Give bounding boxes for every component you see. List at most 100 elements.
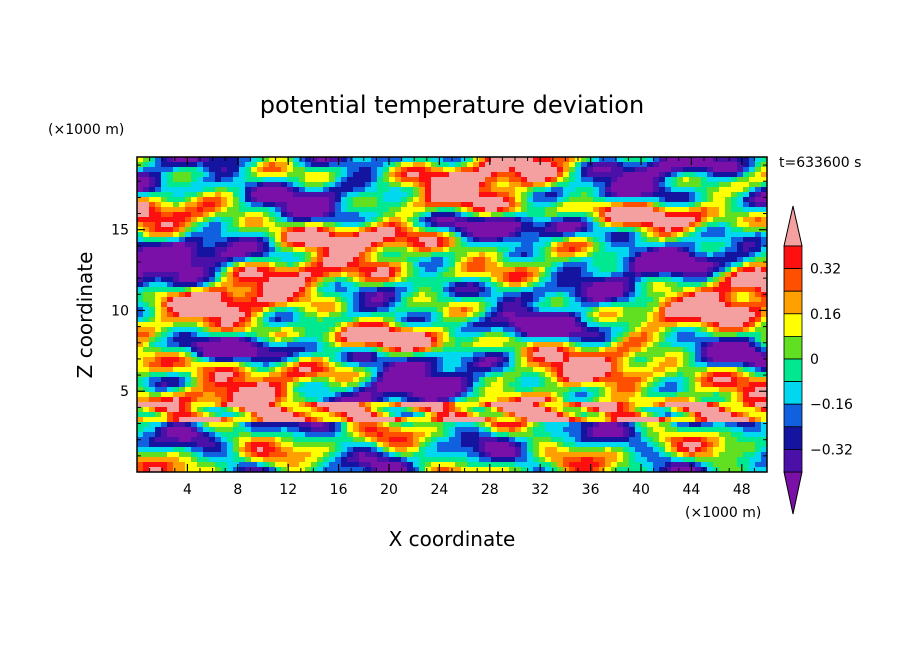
field-cell <box>611 237 618 243</box>
field-cell <box>569 252 576 258</box>
field-cell <box>311 312 318 318</box>
field-cell <box>743 227 750 233</box>
field-cell <box>203 362 210 368</box>
field-cell <box>509 307 516 313</box>
field-cell <box>209 297 216 303</box>
field-cell <box>449 267 456 273</box>
field-cell <box>377 267 384 273</box>
field-cell <box>179 207 186 213</box>
field-cell <box>293 277 300 283</box>
field-cell <box>719 337 726 343</box>
field-cell <box>179 282 186 288</box>
field-cell <box>611 382 618 388</box>
field-cell <box>143 282 150 288</box>
field-cell <box>569 207 576 213</box>
field-cell <box>425 247 432 253</box>
field-cell <box>653 247 660 253</box>
field-cell <box>743 372 750 378</box>
field-cell <box>689 162 696 168</box>
field-cell <box>287 302 294 308</box>
field-cell <box>551 357 558 363</box>
field-cell <box>575 277 582 283</box>
field-cell <box>695 277 702 283</box>
field-cell <box>689 157 696 163</box>
field-cell <box>677 272 684 278</box>
field-cell <box>329 202 336 208</box>
field-cell <box>635 332 642 338</box>
field-cell <box>263 352 270 358</box>
field-cell <box>155 292 162 298</box>
field-cell <box>227 227 234 233</box>
field-cell <box>221 247 228 253</box>
field-cell <box>299 227 306 233</box>
field-cell <box>503 212 510 218</box>
field-cell <box>719 192 726 198</box>
field-cell <box>179 187 186 193</box>
field-cell <box>641 202 648 208</box>
field-cell <box>203 322 210 328</box>
field-cell <box>317 207 324 213</box>
field-cell <box>545 182 552 188</box>
field-cell <box>731 217 738 223</box>
field-cell <box>149 367 156 373</box>
field-cell <box>725 367 732 373</box>
field-cell <box>503 197 510 203</box>
field-cell <box>557 222 564 228</box>
field-cell <box>563 382 570 388</box>
field-cell <box>371 202 378 208</box>
field-cell <box>509 262 516 268</box>
field-cell <box>335 227 342 233</box>
field-cell <box>305 162 312 168</box>
field-cell <box>401 162 408 168</box>
field-cell <box>371 342 378 348</box>
field-cell <box>695 197 702 203</box>
field-cell <box>155 212 162 218</box>
field-cell <box>137 327 144 333</box>
field-cell <box>239 237 246 243</box>
field-cell <box>737 387 744 393</box>
field-cell <box>617 167 624 173</box>
field-cell <box>311 382 318 388</box>
field-cell <box>401 207 408 213</box>
field-cell <box>683 167 690 173</box>
field-cell <box>611 262 618 268</box>
field-cell <box>263 257 270 263</box>
field-cell <box>413 362 420 368</box>
field-cell <box>257 197 264 203</box>
field-cell <box>587 182 594 188</box>
field-cell <box>419 232 426 238</box>
field-cell <box>275 362 282 368</box>
field-cell <box>611 357 618 363</box>
field-cell <box>527 217 534 223</box>
field-cell <box>527 382 534 388</box>
field-cell <box>755 182 762 188</box>
field-cell <box>209 357 216 363</box>
field-cell <box>437 262 444 268</box>
field-cell <box>317 282 324 288</box>
field-cell <box>611 362 618 368</box>
field-cell <box>719 302 726 308</box>
field-cell <box>311 172 318 178</box>
field-cell <box>749 207 756 213</box>
field-cell <box>761 187 767 193</box>
field-cell <box>221 392 228 398</box>
field-cell <box>365 272 372 278</box>
field-cell <box>749 267 756 273</box>
field-cell <box>455 362 462 368</box>
field-cell <box>269 297 276 303</box>
field-cell <box>389 167 396 173</box>
field-cell <box>449 372 456 378</box>
field-cell <box>701 192 708 198</box>
field-cell <box>359 257 366 263</box>
field-cell <box>179 237 186 243</box>
field-cell <box>197 372 204 378</box>
field-cell <box>281 247 288 253</box>
field-cell <box>485 337 492 343</box>
field-cell <box>161 237 168 243</box>
field-cell <box>173 192 180 198</box>
field-cell <box>533 197 540 203</box>
field-cell <box>611 367 618 373</box>
field-cell <box>233 357 240 363</box>
field-cell <box>581 167 588 173</box>
field-cell <box>443 307 450 313</box>
